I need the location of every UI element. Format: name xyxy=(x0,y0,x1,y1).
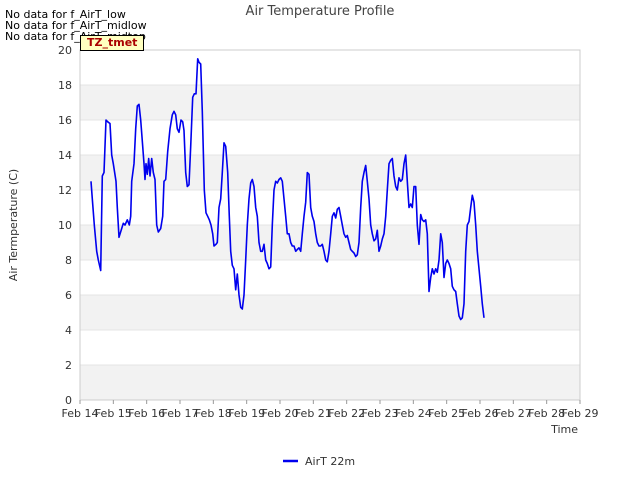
x-tick-label: Feb 15 xyxy=(95,407,132,420)
x-tick-label: Feb 19 xyxy=(228,407,265,420)
y-tick-label: 6 xyxy=(65,289,72,302)
x-tick-label: Feb 16 xyxy=(128,407,165,420)
x-tick-label: Feb 14 xyxy=(62,407,99,420)
x-tick-label: Feb 29 xyxy=(562,407,599,420)
x-tick-label: Feb 27 xyxy=(495,407,532,420)
x-tick-label: Feb 24 xyxy=(395,407,432,420)
chart-title: Air Temperature Profile xyxy=(246,4,395,19)
y-tick-label: 4 xyxy=(65,324,72,337)
grid-band xyxy=(80,295,580,330)
y-tick-label: 18 xyxy=(58,79,72,92)
no-data-note-midlow: No data for f_AirT_midlow xyxy=(5,19,147,32)
plot-area xyxy=(79,49,581,401)
y-tick-label: 16 xyxy=(58,114,72,127)
x-axis-label: Time xyxy=(550,423,578,436)
x-tick-label: Feb 26 xyxy=(462,407,499,420)
y-tick-label: 14 xyxy=(58,149,72,162)
x-tick-label: Feb 28 xyxy=(528,407,565,420)
legend-label-airt-22m: AirT 22m xyxy=(305,455,355,468)
y-tick-label: 8 xyxy=(65,254,72,267)
y-tick-label: 2 xyxy=(65,359,72,372)
x-tick-label: Feb 22 xyxy=(328,407,365,420)
series-line-airt-22m xyxy=(90,58,485,321)
grid-band xyxy=(80,365,580,400)
grid-band xyxy=(80,85,580,120)
x-tick-label: Feb 18 xyxy=(195,407,232,420)
timezone-badge: TZ_tmet xyxy=(80,35,145,51)
y-tick-label: 20 xyxy=(58,44,72,57)
x-tick-label: Feb 20 xyxy=(262,407,299,420)
x-tick-label: Feb 23 xyxy=(362,407,399,420)
y-tick-label: 12 xyxy=(58,184,72,197)
y-axis-label: Air Termperature (C) xyxy=(7,169,20,281)
y-tick-label: 0 xyxy=(65,394,72,407)
x-tick-label: Feb 17 xyxy=(162,407,199,420)
y-tick-label: 10 xyxy=(58,219,72,232)
x-tick-label: Feb 25 xyxy=(428,407,465,420)
no-data-note-low: No data for f_AirT_low xyxy=(5,8,126,21)
x-tick-label: Feb 21 xyxy=(295,407,332,420)
